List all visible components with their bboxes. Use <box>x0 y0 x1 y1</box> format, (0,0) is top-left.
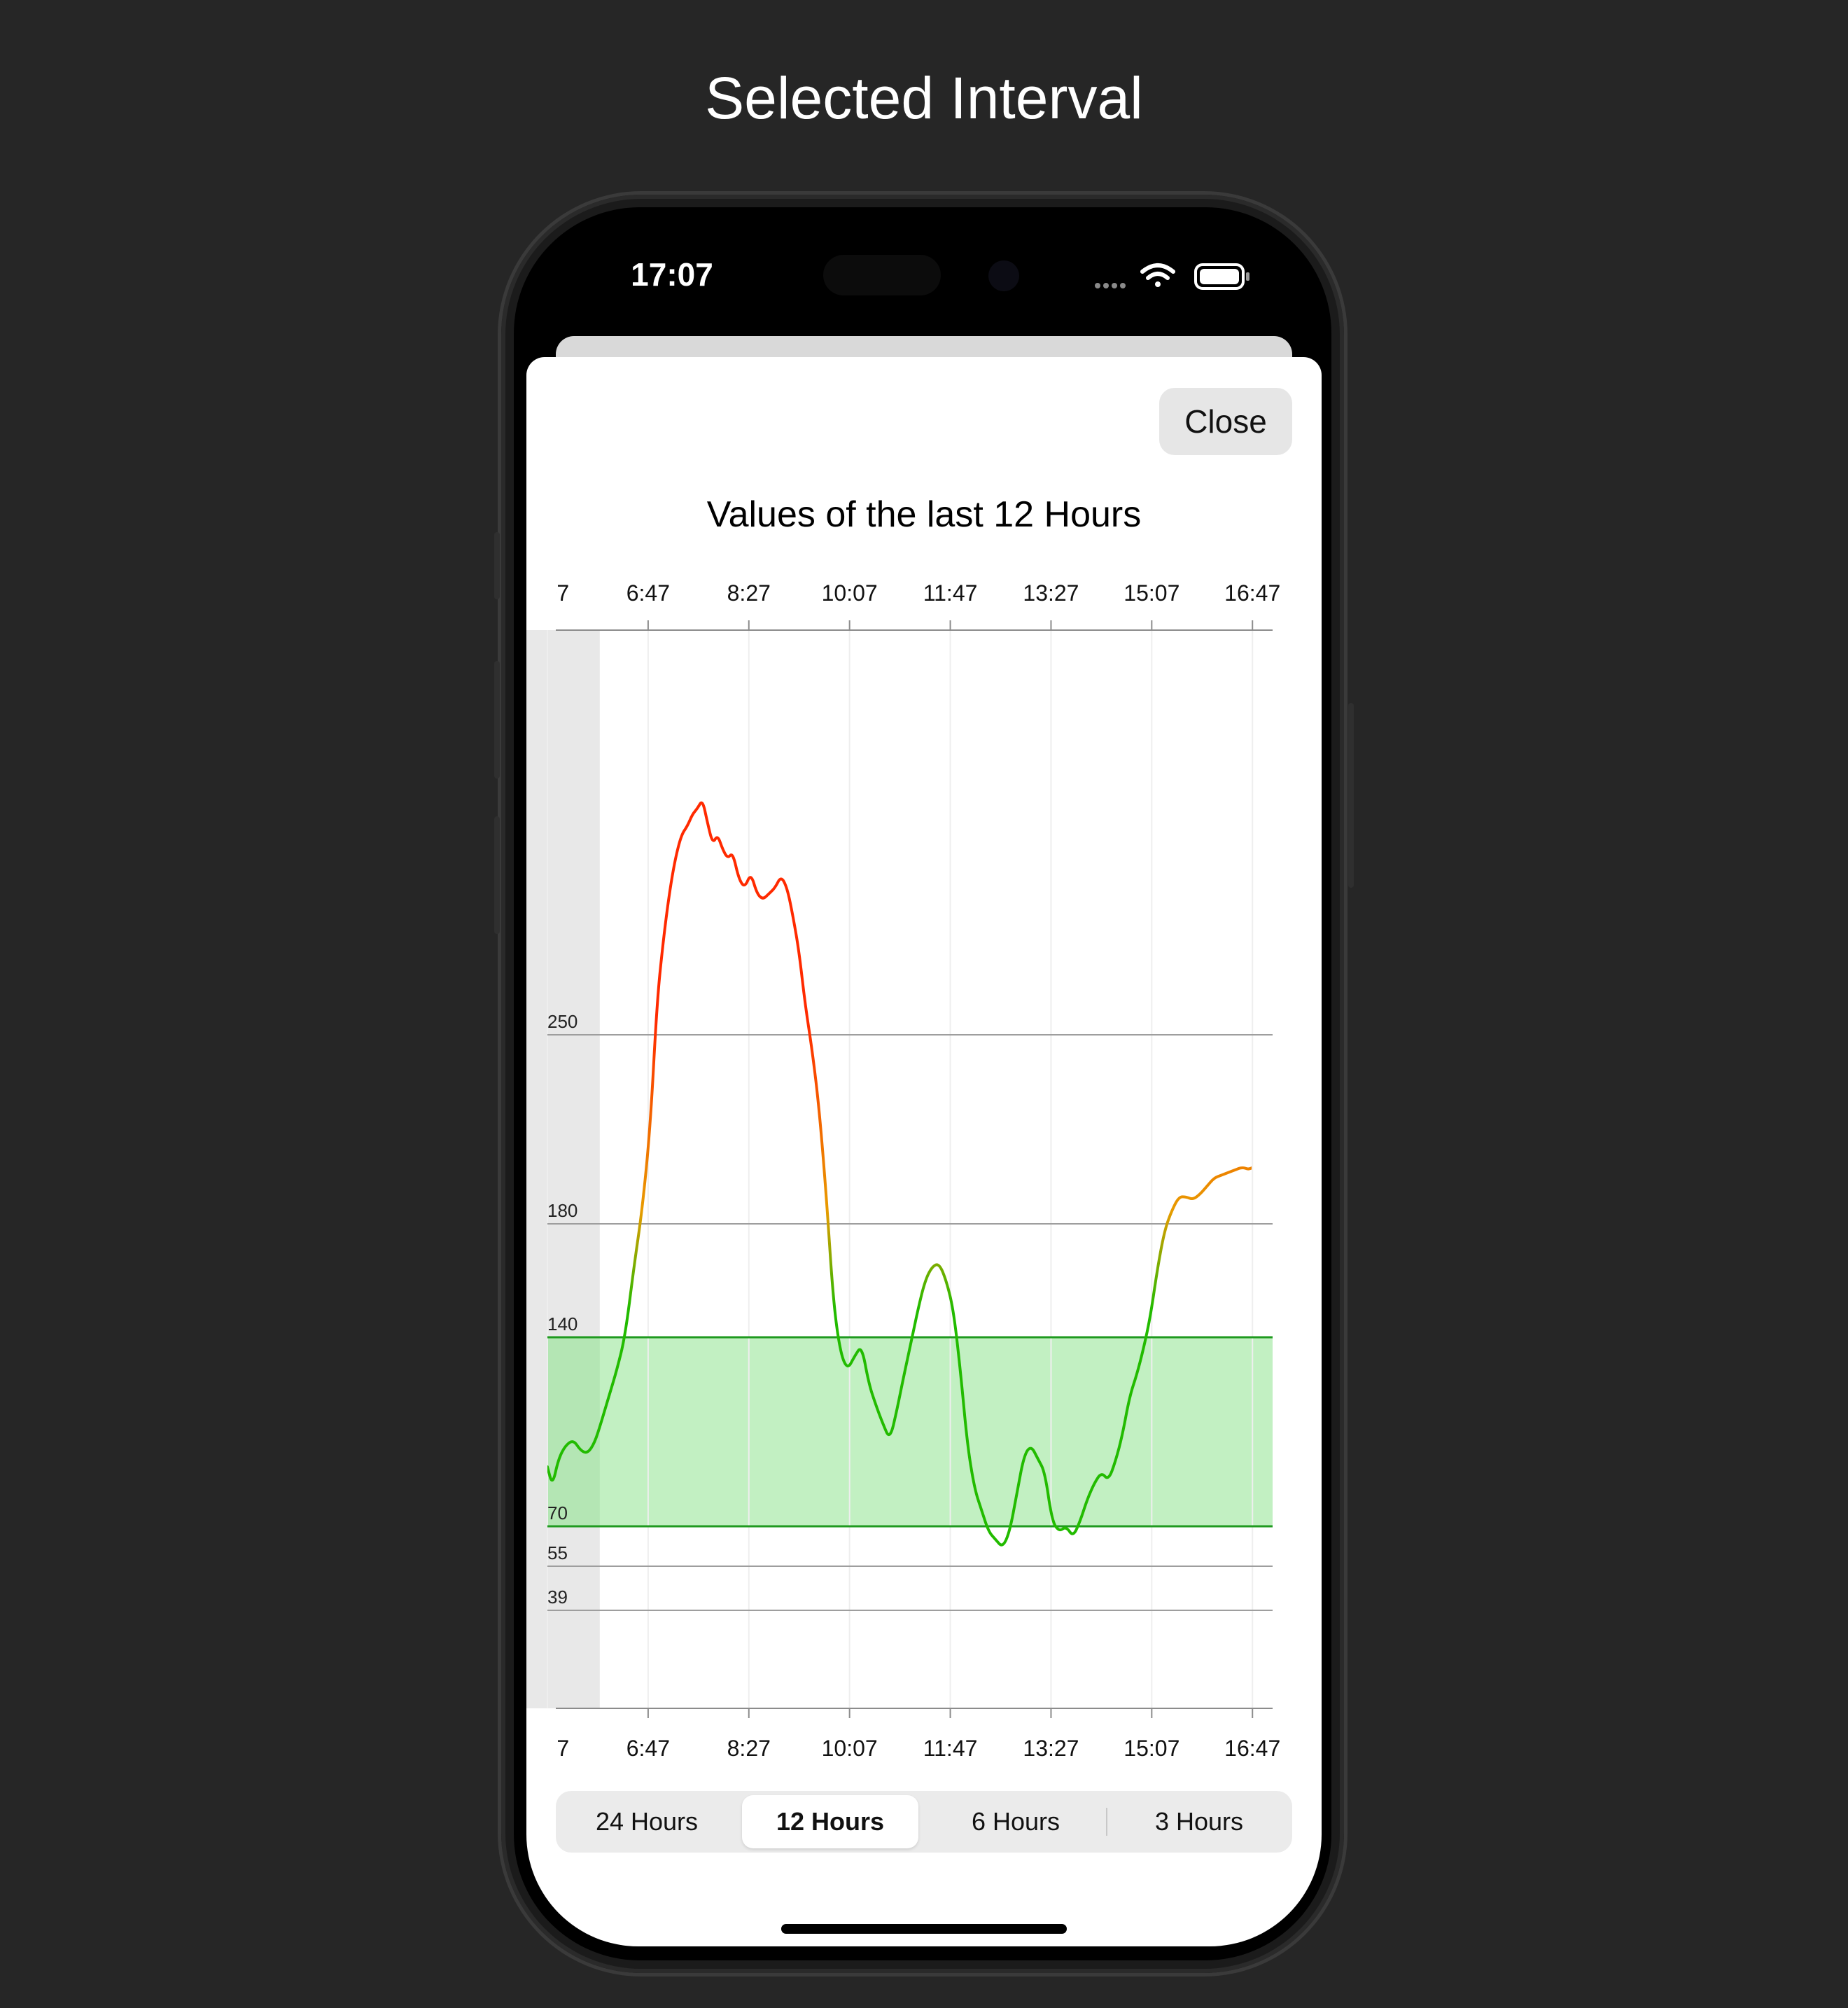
history-shade-region <box>526 630 600 1708</box>
wifi-icon <box>1140 263 1175 287</box>
status-time: 17:07 <box>631 256 713 293</box>
home-indicator <box>781 1924 1067 1934</box>
volume-up-button <box>494 661 500 779</box>
dynamic-island <box>823 255 941 295</box>
target-range-band <box>547 1337 1273 1526</box>
top-x-tick-label: 15:07 <box>1124 580 1180 606</box>
bottom-x-tick-label: 15:07 <box>1124 1736 1180 1761</box>
y-axis-label: 250 <box>547 1011 578 1032</box>
interval-12-hours[interactable]: 12 Hours <box>742 1795 918 1848</box>
top-x-tick-label: 10:07 <box>822 580 878 606</box>
action-button <box>494 532 500 599</box>
signal-icon <box>1095 283 1126 288</box>
y-axis-label: 70 <box>547 1502 568 1524</box>
top-x-tick-label: 6:47 <box>626 580 670 606</box>
glucose-chart: 39 55 70 140 180 250 5:07 6:47 8:27 10:07 11:47 13… <box>526 580 1280 1761</box>
interval-24-hours[interactable]: 24 Hours <box>595 1807 699 1836</box>
y-axis-label: 180 <box>547 1200 578 1221</box>
front-camera <box>988 260 1019 291</box>
interval-3-hours[interactable]: 3 Hours <box>1154 1807 1244 1836</box>
bottom-x-tick-label: 6:47 <box>626 1736 670 1761</box>
bottom-x-tick-label: 16:47 <box>1224 1736 1280 1761</box>
volume-down-button <box>494 816 500 934</box>
target-band-history-overlap <box>547 1337 600 1526</box>
bottom-x-tick-label: 5:07 <box>526 1736 569 1761</box>
bottom-x-tick-label: 11:47 <box>923 1736 978 1761</box>
y-axis-label: 55 <box>547 1542 568 1563</box>
top-x-tick-label: 8:27 <box>727 580 771 606</box>
battery-icon <box>1194 263 1250 290</box>
bottom-x-tick-label: 10:07 <box>822 1736 878 1761</box>
segment-divider <box>1106 1808 1107 1836</box>
top-x-tick-label: 16:47 <box>1224 580 1280 606</box>
y-axis-label: 39 <box>547 1587 568 1608</box>
chart-title: Values of the last 12 Hours <box>706 494 1142 535</box>
top-x-tick-label: 5:07 <box>526 580 569 606</box>
bottom-x-tick-label: 13:27 <box>1023 1736 1079 1761</box>
modal-sheet <box>526 357 1322 1946</box>
bottom-x-tick-label: 8:27 <box>727 1736 771 1761</box>
y-axis-label: 140 <box>547 1313 578 1334</box>
page-heading: Selected Interval <box>705 65 1143 131</box>
close-button[interactable]: Close <box>1159 388 1292 455</box>
top-x-tick-label: 11:47 <box>923 580 978 606</box>
status-icons <box>1095 263 1250 290</box>
top-x-tick-label: 13:27 <box>1023 580 1079 606</box>
interval-picker: 24 Hours 12 Hours 6 Hours 3 Hours <box>556 1791 1292 1853</box>
glucose-series-line <box>547 801 1252 1547</box>
power-button <box>1348 703 1354 888</box>
interval-6-hours[interactable]: 6 Hours <box>971 1807 1060 1836</box>
